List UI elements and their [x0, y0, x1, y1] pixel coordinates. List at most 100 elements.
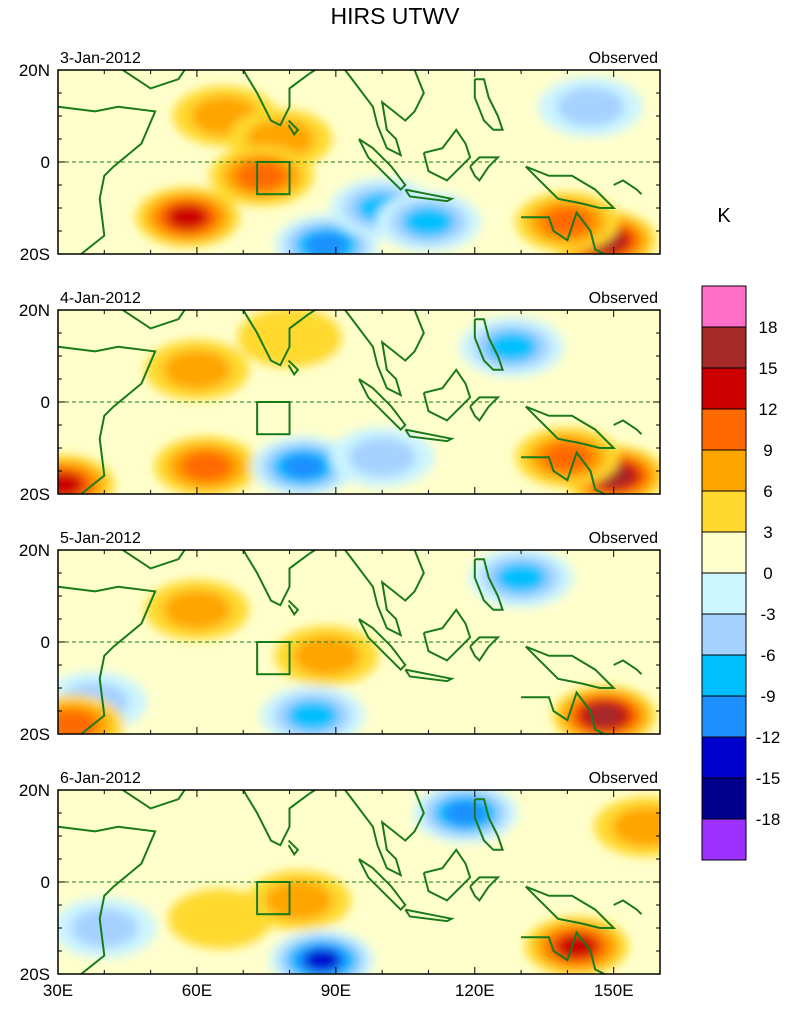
anomaly-blob [495, 562, 547, 593]
anomaly-blob [556, 87, 625, 127]
colorbar: K 18 15 12 9 6 3 0 -3 -6 -9 -12 -15 -18 [701, 205, 781, 861]
colorbar-label: 18 [759, 318, 778, 337]
coastline [473, 798, 504, 851]
y-tick-label: 0 [41, 873, 50, 892]
panel-3: 20N 0 20S 5-Jan-2012 Observed [19, 530, 661, 744]
panels: 20N 0 20S 3-Jan-2012 Observed 20N 0 20S 4-Jan-20… [19, 50, 661, 1000]
anomaly-blob [163, 590, 231, 630]
colorbar-swatch [701, 449, 747, 492]
colorbar-label: -6 [760, 646, 775, 665]
coastline [287, 119, 300, 137]
field [58, 790, 660, 974]
coastline [473, 318, 504, 371]
y-tick-label: 20S [20, 245, 50, 264]
panel-2: 20N 0 20S 4-Jan-2012 Observed [19, 290, 661, 504]
coastline [287, 599, 300, 617]
coastline [469, 396, 501, 422]
x-tick-label: 30E [43, 981, 73, 1000]
coastlines [58, 550, 643, 734]
anomaly-blob [444, 800, 487, 826]
colorbar-swatch [701, 695, 747, 738]
colorbar-label: 3 [763, 523, 772, 542]
coastline [422, 848, 472, 902]
colorbar-swatch [701, 777, 747, 820]
colorbar-swatch [701, 408, 747, 451]
target-box [256, 161, 291, 196]
y-tick-label: 20S [20, 725, 50, 744]
panel-1: 20N 0 20S 3-Jan-2012 Observed [19, 50, 661, 264]
panel-date-label: 6-Jan-2012 [60, 770, 141, 787]
panel-date-label: 5-Jan-2012 [60, 530, 141, 547]
coastline [344, 310, 425, 398]
coastline [521, 930, 605, 974]
panel-kind-label: Observed [589, 530, 658, 547]
coastline [358, 138, 407, 192]
coastline [404, 428, 455, 443]
y-tick-label: 20N [19, 541, 50, 560]
figure-title: HIRS UTWV [330, 3, 460, 29]
colorbar-swatch [701, 367, 747, 410]
colorbar-swatch [701, 736, 747, 779]
colorbar-label: 0 [763, 564, 772, 583]
colorbar-label: 15 [759, 359, 778, 378]
colorbar-swatch [701, 531, 747, 574]
coastline [469, 876, 501, 902]
x-tick-label: 150E [594, 981, 634, 1000]
y-tick-label: 20N [19, 301, 50, 320]
coastline [613, 179, 643, 195]
x-tick-label: 90E [321, 981, 351, 1000]
y-tick-label: 20N [19, 781, 50, 800]
anomaly-blob [282, 453, 325, 480]
anomaly-blob [541, 206, 594, 237]
colorbar-label: 9 [763, 441, 772, 460]
colorbar-label: -18 [756, 810, 781, 829]
coastline [469, 156, 501, 182]
coastline [613, 899, 643, 915]
panel-kind-label: Observed [589, 290, 658, 307]
x-tick-label: 120E [455, 981, 495, 1000]
coastline [521, 210, 605, 254]
panel-date-label: 3-Jan-2012 [60, 50, 141, 67]
coastline [241, 70, 317, 127]
coastline [58, 585, 157, 734]
coastline [344, 550, 425, 638]
coastline [241, 310, 317, 367]
coastline [358, 858, 407, 912]
coastline [344, 70, 425, 158]
anomaly-blob [180, 451, 232, 482]
coastline [524, 885, 617, 929]
coastline [287, 359, 300, 377]
anomaly-blob [265, 880, 333, 921]
colorbar-label: -9 [760, 687, 775, 706]
coastline [422, 368, 472, 422]
coastline [404, 668, 455, 683]
colorbar-swatch [701, 818, 747, 861]
coastline [358, 618, 407, 672]
coastline [404, 908, 455, 923]
coastline [473, 78, 504, 131]
colorbar-label: -15 [756, 769, 781, 788]
coastline [122, 70, 186, 90]
coastline [122, 790, 186, 810]
anomaly-blob [402, 206, 455, 237]
colorbar-label: -3 [760, 605, 775, 624]
y-tick-label: 0 [41, 153, 50, 172]
anomaly-blob [286, 700, 339, 731]
coastlines [58, 70, 643, 254]
coastline [613, 659, 643, 675]
colorbar-swatch [701, 490, 747, 533]
coastline [404, 188, 455, 203]
anomaly-blob [348, 437, 416, 477]
target-box [256, 401, 291, 436]
anomaly-blob [58, 472, 84, 494]
colorbar-label: 6 [763, 482, 772, 501]
coastline [287, 839, 300, 857]
coastline [473, 558, 504, 611]
coastline [58, 345, 157, 494]
coastline [241, 550, 317, 607]
coastline [122, 310, 186, 330]
coastline [524, 645, 617, 689]
coastline [524, 405, 617, 449]
colorbar-label: 12 [759, 400, 778, 419]
anomaly-blob [292, 636, 361, 676]
